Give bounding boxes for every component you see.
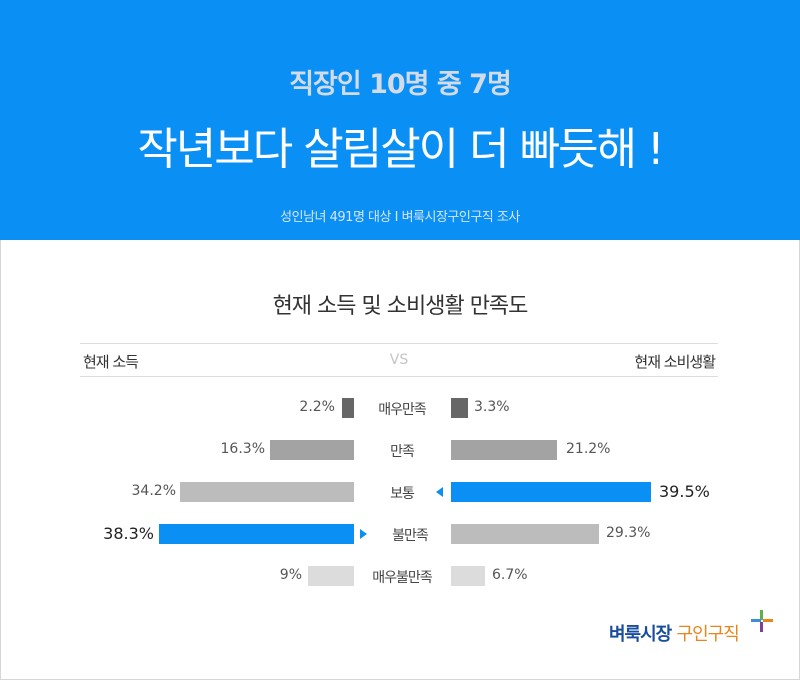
right-value: 39.5%	[659, 482, 710, 501]
logo-part1: 벼룩시장	[609, 624, 672, 645]
category-label: 보통	[390, 486, 415, 502]
left-value: 38.3%	[103, 524, 154, 543]
chart-row: 34.2% 보통 39.5%	[0, 482, 800, 502]
left-bar	[180, 482, 354, 502]
right-series-label: 현재 소비생활	[634, 353, 716, 371]
comparison-header: 현재 소득 VS 현재 소비생활	[80, 343, 718, 377]
left-value: 34.2%	[131, 483, 176, 499]
kicker-text: 직장인 10명 중 7명	[289, 69, 512, 100]
chart-row: 9% 매우불만족 6.7%	[0, 566, 800, 586]
chart-row: 38.3% 불만족 29.3%	[0, 524, 800, 544]
category-label: 매우불만족	[372, 570, 432, 586]
headline-text: 작년보다 살림살이 더 빠듯해 !	[137, 124, 664, 175]
right-bar	[451, 440, 557, 460]
left-bar	[308, 566, 354, 586]
left-value: 9%	[279, 567, 302, 583]
left-bar	[270, 440, 354, 460]
left-value: 16.3%	[220, 441, 265, 457]
pinwheel-plus-icon	[751, 610, 773, 632]
right-bar	[451, 398, 468, 418]
right-value: 29.3%	[606, 525, 651, 541]
survey-source-text: 성인남녀 491명 대상 I 벼룩시장구인구직 조사	[280, 210, 520, 225]
vs-label: VS	[389, 352, 409, 368]
right-bar	[451, 524, 599, 544]
category-label: 매우만족	[378, 402, 427, 418]
header-banner: 직장인 10명 중 7명 작년보다 살림살이 더 빠듯해 ! 성인남녀 491명…	[0, 0, 800, 240]
left-series-label: 현재 소득	[83, 353, 139, 371]
chart-title: 현재 소득 및 소비생활 만족도	[272, 294, 529, 319]
left-bar	[342, 398, 354, 418]
highlight-arrow-icon	[436, 487, 443, 497]
right-bar	[451, 566, 485, 586]
brand-logo: 벼룩시장 구인구직	[609, 620, 740, 646]
left-bar-highlight	[159, 524, 354, 544]
category-label: 불만족	[392, 528, 429, 544]
chart-row: 16.3% 만족 21.2%	[0, 440, 800, 460]
right-value: 21.2%	[566, 441, 611, 457]
logo-part2: 구인구직	[676, 624, 740, 645]
highlight-arrow-icon	[360, 529, 367, 539]
left-value: 2.2%	[299, 399, 335, 415]
right-bar-highlight	[451, 482, 651, 502]
chart-row: 2.2% 매우만족 3.3%	[0, 398, 800, 418]
category-label: 만족	[390, 444, 415, 460]
right-value: 6.7%	[492, 567, 528, 583]
right-value: 3.3%	[474, 399, 510, 415]
